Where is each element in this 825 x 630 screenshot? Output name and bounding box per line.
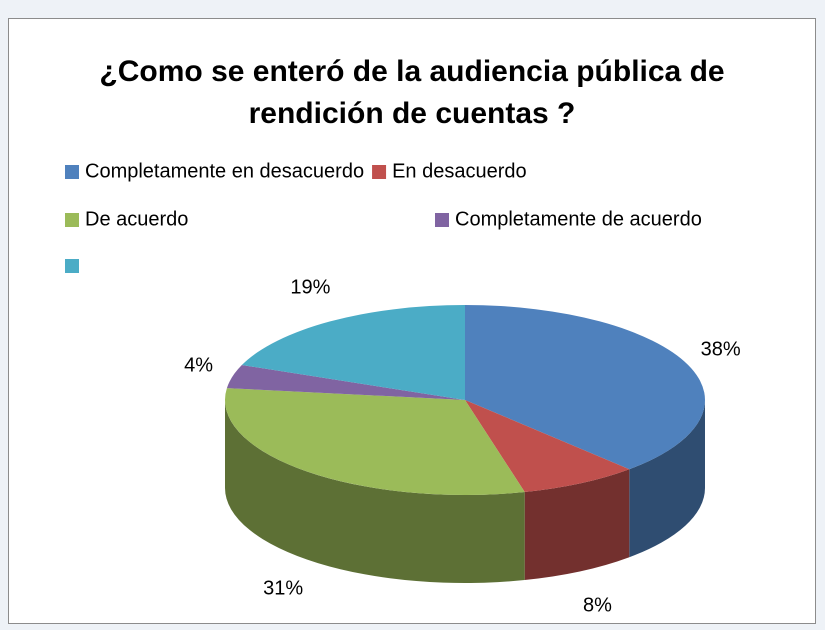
- legend-swatch: [65, 165, 79, 179]
- slice: [465, 305, 706, 470]
- slice: [465, 400, 630, 493]
- legend-label: Completamente en desacuerdo: [85, 160, 364, 182]
- title-box: ¿Como se enteró de la audiencia pública …: [9, 51, 815, 135]
- data-label: 4%: [184, 355, 213, 377]
- slice-side: [524, 469, 630, 581]
- slice: [226, 365, 465, 400]
- legend-swatch: [65, 259, 79, 273]
- data-label: 38%: [701, 339, 741, 361]
- data-label: 31%: [263, 578, 303, 600]
- chart-title: ¿Como se enteró de la audiencia pública …: [99, 55, 725, 130]
- data-label: 8%: [583, 595, 612, 617]
- legend-label: En desacuerdo: [392, 160, 527, 182]
- legend-swatch: [372, 165, 387, 179]
- legend-label: De acuerdo: [85, 208, 188, 230]
- legend-label: Completamente de acuerdo: [455, 208, 702, 230]
- slice: [241, 305, 465, 400]
- data-label: 19%: [290, 277, 330, 299]
- slice-side: [629, 400, 705, 558]
- legend-swatch: [65, 213, 79, 227]
- slice: [224, 388, 525, 495]
- slice-side: [225, 400, 525, 583]
- legend-swatch: [435, 213, 449, 227]
